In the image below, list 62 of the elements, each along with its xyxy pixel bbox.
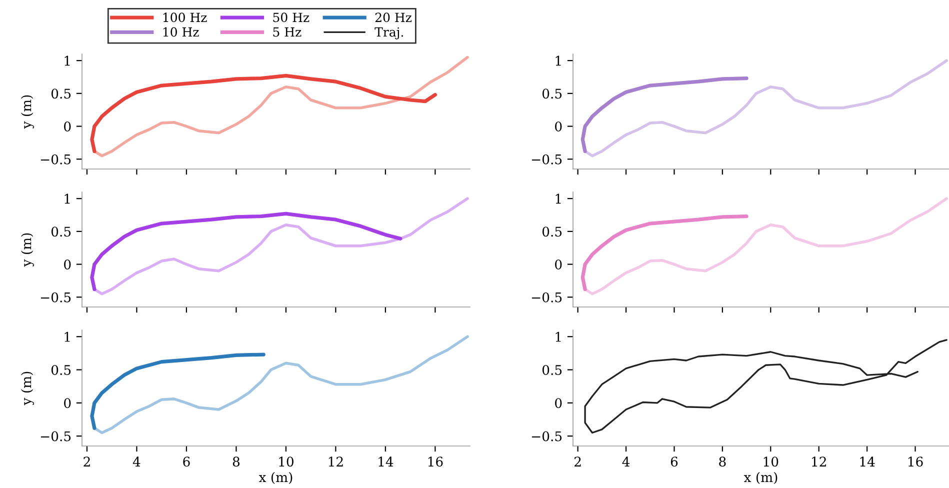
x-tick-label: 8 — [232, 456, 240, 467]
x-axis-title: x (m) — [744, 472, 778, 484]
line-series — [584, 197, 948, 296]
x-tick-label: 6 — [183, 456, 190, 467]
y-tick-label: 1 — [64, 332, 70, 342]
y-tick-label: −0.5 — [40, 292, 71, 302]
x-tick-label: 16 — [908, 456, 923, 467]
x-tick-label: 8 — [719, 456, 726, 467]
y-tick-label: −0.5 — [532, 431, 562, 442]
y-tick-label: −0.5 — [532, 154, 562, 164]
line-series — [584, 59, 948, 158]
x-axis-title: x (m) — [258, 472, 292, 484]
y-tick-label: 0.5 — [542, 226, 562, 237]
y-tick-label: 0.5 — [51, 88, 71, 99]
legend-label: 10 Hz — [163, 27, 199, 37]
x-tick-label: 14 — [860, 456, 875, 466]
legend-label: Traj. — [374, 27, 404, 40]
x-tick-label: 6 — [670, 456, 678, 467]
y-tick-label: −0.5 — [40, 431, 71, 442]
line-series — [93, 197, 469, 296]
y-axis-title: y (m) — [21, 95, 34, 129]
legend-label: 5 Hz — [273, 27, 302, 37]
x-tick-label: 12 — [812, 456, 826, 466]
legend-label: 100 Hz — [163, 12, 207, 22]
legend-label: 50 Hz — [273, 12, 310, 22]
line-series — [90, 352, 266, 430]
x-tick-label: 4 — [622, 456, 630, 466]
legend-label: 20 Hz — [375, 12, 412, 22]
y-tick-label: 1 — [64, 56, 70, 66]
x-tick-label: 10 — [764, 456, 778, 467]
line-series — [584, 339, 948, 434]
line-series — [580, 76, 748, 154]
y-tick-label: 1 — [64, 194, 70, 204]
y-tick-label: 0 — [64, 260, 71, 270]
x-tick-label: 10 — [279, 456, 294, 467]
y-axis-title: y (m) — [21, 233, 34, 267]
line-series — [580, 214, 748, 292]
y-tick-label: 0 — [555, 260, 562, 270]
x-tick-label: 14 — [378, 456, 394, 466]
y-tick-label: 1 — [556, 332, 561, 342]
y-tick-label: 0 — [555, 122, 562, 132]
y-tick-label: 0.5 — [51, 226, 71, 237]
line-series — [93, 56, 469, 158]
y-tick-label: 0.5 — [542, 364, 562, 375]
line-series — [90, 212, 402, 292]
y-tick-label: 0 — [555, 398, 562, 408]
x-tick-label: 12 — [328, 456, 343, 466]
y-tick-label: 1 — [556, 194, 561, 204]
y-tick-label: 1 — [556, 56, 561, 66]
y-tick-label: 0.5 — [51, 364, 71, 375]
y-axis-title: y (m) — [21, 372, 34, 406]
y-tick-label: 0 — [64, 122, 71, 132]
y-tick-label: 0 — [64, 398, 71, 408]
line-series — [93, 335, 469, 434]
x-tick-label: 2 — [574, 456, 581, 466]
y-tick-label: −0.5 — [532, 292, 562, 302]
line-series — [90, 74, 437, 154]
x-tick-label: 16 — [428, 456, 443, 467]
y-tick-label: 0.5 — [542, 88, 562, 99]
x-tick-label: 4 — [132, 456, 140, 466]
x-tick-label: 2 — [84, 456, 90, 466]
y-tick-label: −0.5 — [40, 154, 71, 164]
